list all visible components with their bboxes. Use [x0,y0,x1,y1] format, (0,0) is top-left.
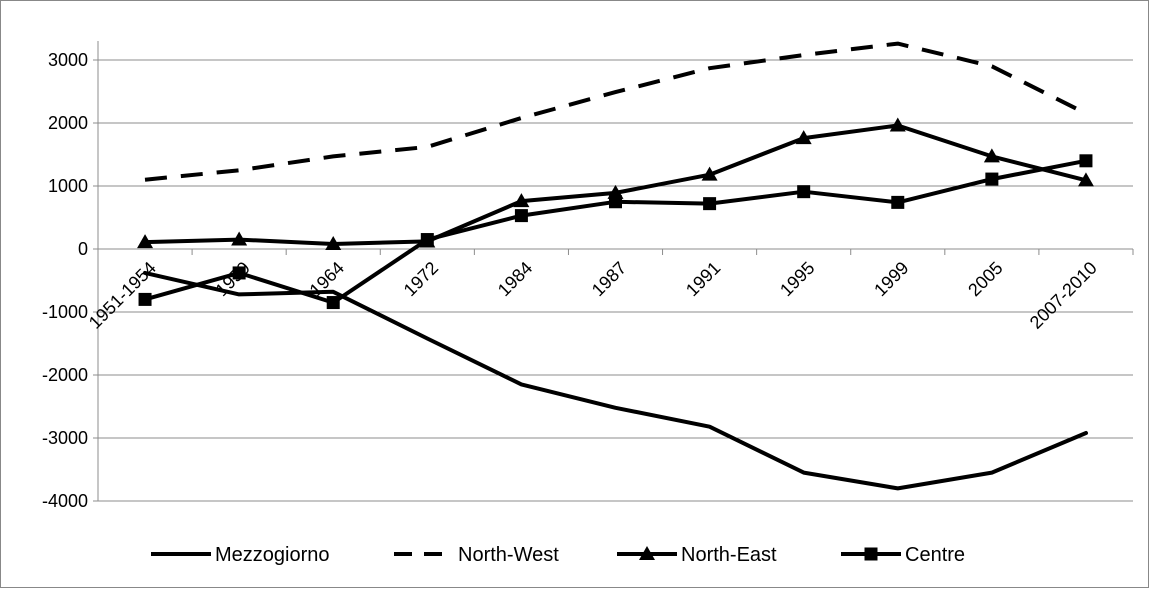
x-tick-label: 1987 [588,258,630,300]
series-line-mezzogiorno [143,270,1088,491]
data-point-centre [232,266,246,280]
series-line-north-east [143,123,1088,246]
data-point-north-east [1077,172,1094,187]
data-point-north-east [701,166,718,181]
data-point-north-east [325,235,342,250]
data-point-centre [703,197,717,211]
series-north-east [137,117,1094,250]
series-centre [138,154,1093,310]
data-point-centre [609,195,622,209]
data-point-centre [420,233,434,247]
data-point-centre [985,172,999,186]
legend-item-north-east: North-East [617,544,777,566]
legend-label: North-East [681,544,777,566]
data-point-centre [797,185,811,199]
data-point-centre [891,195,905,209]
y-tick-label: 3000 [48,50,88,70]
legend-item-centre: Centre [841,544,965,566]
series-lines [137,41,1094,491]
x-tick-label: 1984 [494,258,536,300]
data-point-north-east [795,130,812,145]
x-tick-label: 1999 [870,258,912,300]
data-point-north-east [983,148,1000,163]
data-point-centre [514,209,528,223]
legend-marker [864,547,878,561]
legend-label: Centre [905,544,965,566]
legend-label: Mezzogiorno [215,544,330,566]
data-point-north-east [889,117,906,132]
x-tick-label: 1972 [400,258,442,300]
data-point-north-east [137,234,154,249]
data-point-centre [138,292,152,306]
data-point-centre [1079,154,1093,168]
y-tick-label: 1000 [48,176,88,196]
series-mezzogiorno [143,270,1088,491]
y-tick-label: -3000 [42,428,88,448]
x-tick-label: 2005 [964,258,1006,300]
x-tick-label: 2007-2010 [1026,258,1101,333]
series-north-west [144,41,1087,182]
data-point-north-east [231,231,248,246]
data-point-centre [326,296,340,310]
y-tick-label: -1000 [42,302,88,322]
y-tick-label: -4000 [42,491,88,511]
y-tick-label: 0 [78,239,88,259]
y-tick-label: 2000 [48,113,88,133]
y-tick-label: -2000 [42,365,88,385]
legend-marker [639,546,655,560]
series-line-north-west [144,41,1087,182]
axes: 3000 2000 1000 0 -1000 -2000 -3000 -4000 [42,41,1134,511]
x-tick-label: 1995 [776,258,818,300]
legend: Mezzogiorno North-West North-East Centre [151,544,965,566]
x-tick-label: 1991 [682,258,724,300]
legend-label: North-West [458,544,559,566]
data-point-north-east [513,193,530,208]
legend-item-mezzogiorno: Mezzogiorno [151,544,330,566]
legend-item-north-west: North-West [394,544,559,566]
